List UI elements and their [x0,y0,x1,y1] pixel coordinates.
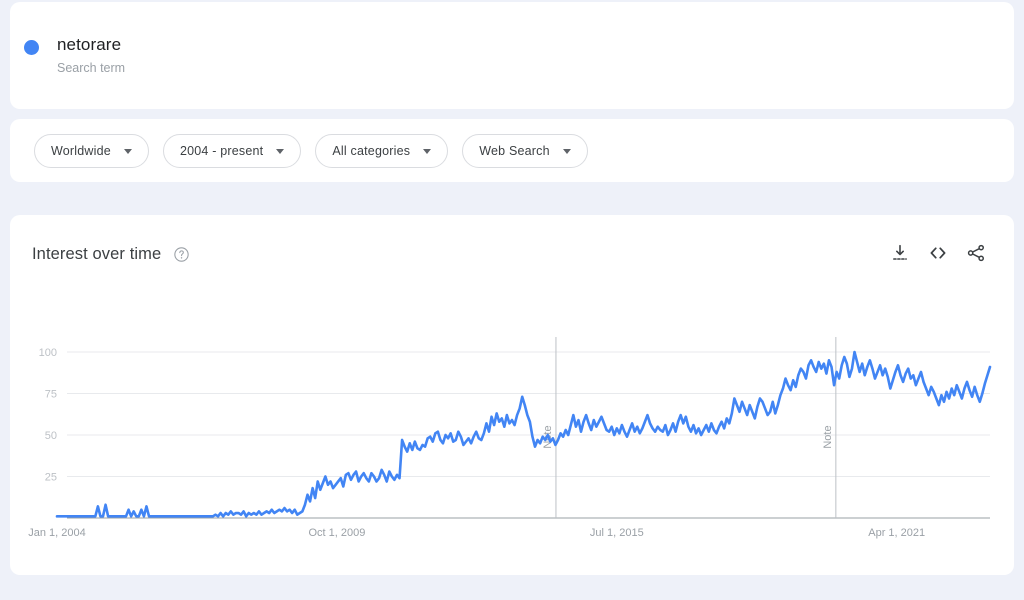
search-term-texts: netorare Search term [57,34,125,77]
x-tick-label: Jan 1, 2004 [28,527,86,539]
note-annotation-label: Note [822,425,834,448]
search-term-card: netorare Search term [10,2,1014,109]
search-term-row: netorare Search term [24,34,125,77]
filter-search-type[interactable]: Web Search [462,134,588,168]
chevron-down-icon [423,148,432,154]
share-icon[interactable] [966,243,986,263]
chart-actions [890,243,986,263]
x-tick-label: Apr 1, 2021 [868,527,925,539]
filter-location-label: Worldwide [51,144,111,158]
page-title: Interest over time [32,245,162,263]
chart-series-line [55,350,992,518]
download-icon[interactable] [890,243,910,263]
x-tick-label: Jul 1, 2015 [590,527,644,539]
y-tick-label: 25 [45,472,57,484]
filters-row: Worldwide 2004 - present All categories … [34,134,588,168]
search-term-type: Search term [57,61,126,75]
x-tick-label: Oct 1, 2009 [308,527,365,539]
search-term-name: netorare [57,35,122,54]
y-tick-label: 75 [45,389,57,401]
filter-category[interactable]: All categories [315,134,449,168]
series-line-netorare [55,350,992,518]
y-tick-label: 100 [39,347,57,359]
filter-category-label: All categories [332,144,411,158]
chart-header: Interest over time [32,245,190,264]
help-circle-icon[interactable] [173,246,190,263]
filter-time-range[interactable]: 2004 - present [162,134,302,168]
filter-location[interactable]: Worldwide [34,134,149,168]
chevron-down-icon [276,148,285,154]
series-color-dot [24,40,39,55]
filters-card: Worldwide 2004 - present All categories … [10,119,1014,182]
chart-x-axis-labels: Jan 1, 2004 Oct 1, 2009 Jul 1, 2015 Apr 1, … [28,527,925,539]
chevron-down-icon [562,148,571,154]
filter-search-type-label: Web Search [479,144,550,158]
code-embed-icon[interactable] [928,243,948,263]
y-tick-label: 50 [45,430,57,442]
chart-y-axis-labels: 25 50 75 100 [39,347,57,484]
chevron-down-icon [123,148,132,154]
filter-time-range-label: 2004 - present [179,144,264,158]
interest-over-time-card: Interest over time 25 50 75 100 Note Note Ja… [10,215,1014,575]
